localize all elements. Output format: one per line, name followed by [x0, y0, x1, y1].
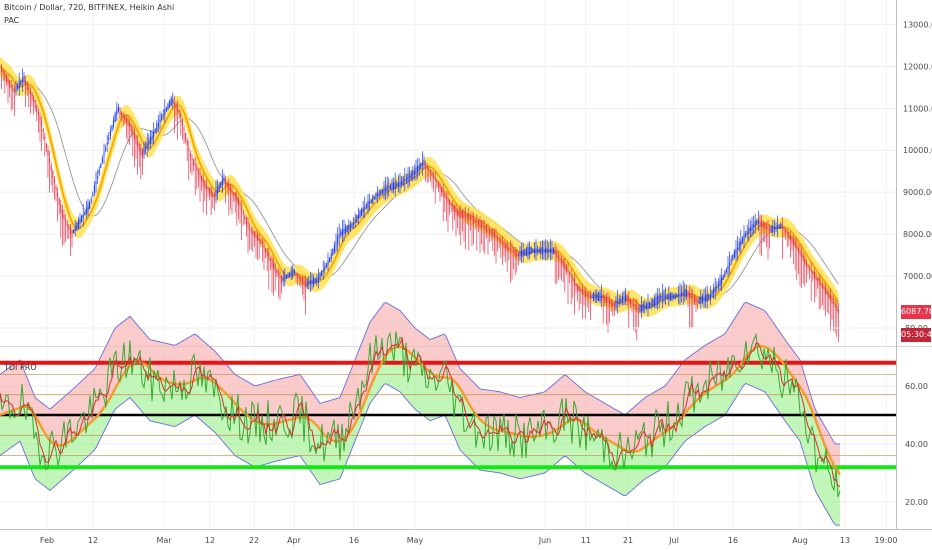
price-tick-label: 12000.00: [903, 63, 932, 72]
price-tick-label: 11000.00: [903, 104, 932, 113]
price-tick-label: 9000.00: [903, 188, 932, 197]
price-pane[interactable]: [0, 0, 896, 529]
time-tick-label: 12: [88, 536, 98, 545]
time-tick-label: Apr: [287, 536, 302, 545]
price-tick-label: 8000.00: [903, 230, 932, 239]
indicator-pane[interactable]: [0, 301, 896, 526]
indicator-tick-label: 40.00: [905, 440, 928, 449]
time-tick-label: 19:00: [874, 536, 897, 545]
tdi-bands: [0, 301, 840, 526]
time-tick-label: 11: [581, 536, 591, 545]
time-tick-label: 16: [349, 536, 359, 545]
time-tick-label: 12: [205, 536, 215, 545]
time-tick-label: Feb: [40, 536, 54, 545]
time-axis[interactable]: Feb 12 Mar 12 22 Apr 16 May Jun 11 21 Jul 16 Aug 13 19:…: [40, 536, 898, 545]
symbol-title[interactable]: Bitcoin / Dollar, 720, BITFINEX, Heikin …: [4, 3, 175, 12]
heikin-ashi-candles: [1, 63, 839, 343]
price-axis[interactable]: 13000.00 12000.00 11000.00 10000.00 9000.00 8…: [903, 21, 932, 281]
time-tick-label: 13: [840, 536, 850, 545]
time-tick-label: Aug: [792, 536, 808, 545]
time-tick-label: Mar: [156, 536, 172, 545]
time-tick-label: 21: [623, 536, 633, 545]
bar-countdown-tag: 05:30:48: [901, 328, 932, 342]
price-tick-label: 10000.00: [903, 146, 932, 155]
price-tick-label: 13000.00: [903, 21, 932, 30]
tdi-indicator-label[interactable]: TDI PRO: [4, 363, 37, 372]
last-price-tag: 6087.70: [901, 305, 932, 319]
price-pane-bg: [0, 0, 896, 343]
pac-indicator-label[interactable]: PAC: [4, 16, 20, 25]
time-tick-label: May: [407, 536, 424, 545]
indicator-tick-label: 60.00: [905, 382, 928, 391]
indicator-tick-label: 20.00: [905, 498, 928, 507]
time-tick-label: 16: [728, 536, 738, 545]
time-tick-label: Jul: [668, 536, 679, 545]
price-tick-label: 7000.00: [903, 272, 932, 281]
tdi-lines: [0, 331, 841, 498]
time-tick-label: 22: [249, 536, 259, 545]
time-tick-label: Jun: [538, 536, 552, 545]
